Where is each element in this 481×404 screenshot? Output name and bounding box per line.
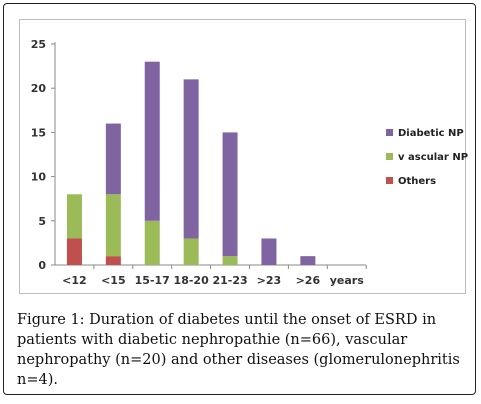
x-tick-label: years bbox=[330, 274, 364, 287]
x-tick-label: <15 bbox=[101, 274, 126, 287]
legend-label: v ascular NP bbox=[398, 152, 468, 163]
legend: Diabetic NP v ascular NP Others bbox=[386, 128, 468, 187]
x-tick-label: 18-20 bbox=[174, 274, 210, 287]
bar-segment bbox=[184, 238, 199, 265]
y-tick-label: 10 bbox=[31, 171, 47, 184]
legend-swatch bbox=[386, 129, 393, 136]
bars bbox=[67, 62, 315, 265]
x-tick-label: <12 bbox=[62, 274, 87, 287]
x-tick-label: 21-23 bbox=[212, 274, 247, 287]
y-tick-label: 25 bbox=[31, 38, 46, 51]
x-tick-label: >26 bbox=[296, 274, 321, 287]
y-tick-label: 15 bbox=[31, 126, 46, 139]
bar-segment bbox=[67, 194, 82, 238]
legend-label: Others bbox=[398, 176, 436, 187]
y-tick-label: 5 bbox=[38, 215, 46, 228]
legend-swatch bbox=[386, 153, 393, 160]
axes bbox=[51, 42, 366, 269]
bar-segment bbox=[145, 62, 160, 221]
x-tick-label: 15-17 bbox=[135, 274, 170, 287]
bar-segment bbox=[184, 79, 199, 238]
bar-segment bbox=[106, 124, 121, 195]
bar-segment bbox=[261, 238, 276, 265]
x-tick-labels: <12 <15 15-17 18-20 21-23 >23 >26 years bbox=[62, 274, 364, 287]
figure-frame: 0 5 10 15 20 25 <12 <15 15-17 18-20 21-23 >23 >26 ye… bbox=[3, 3, 476, 395]
y-tick-label: 20 bbox=[31, 82, 47, 95]
y-tick-labels: 0 5 10 15 20 25 bbox=[31, 38, 47, 272]
bar-segment bbox=[145, 221, 160, 265]
legend-swatch bbox=[386, 177, 393, 184]
x-tick-label: >23 bbox=[257, 274, 282, 287]
figure-caption: Figure 1: Duration of diabetes until the… bbox=[17, 310, 472, 390]
bar-segment bbox=[223, 132, 238, 256]
bar-segment bbox=[223, 256, 238, 265]
legend-label: Diabetic NP bbox=[398, 128, 464, 139]
bar-segment bbox=[106, 194, 121, 256]
bar-segment bbox=[67, 238, 82, 265]
bar-segment bbox=[300, 256, 315, 265]
bar-segment bbox=[106, 256, 121, 265]
y-tick-label: 0 bbox=[38, 259, 46, 272]
